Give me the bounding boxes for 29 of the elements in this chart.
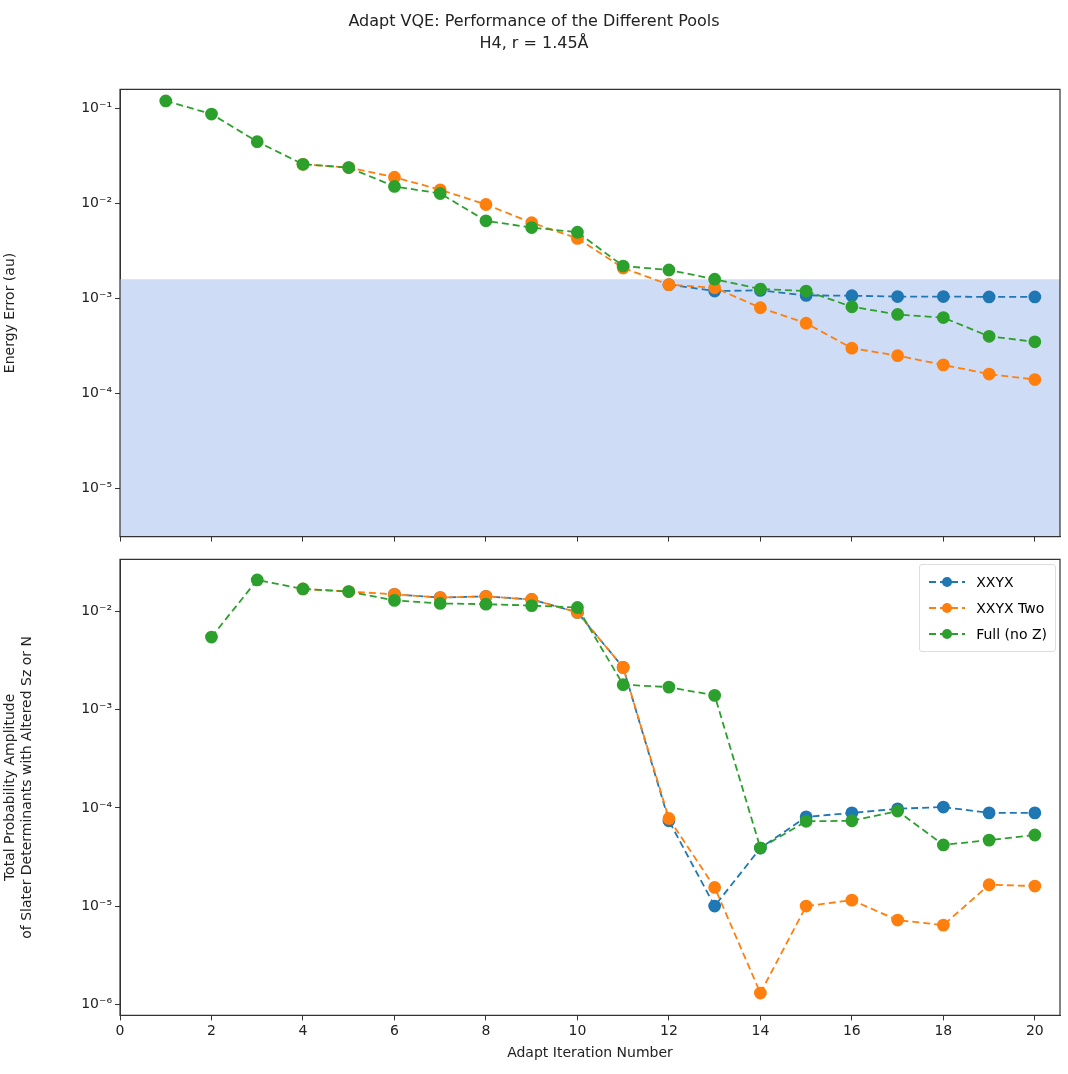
x-tick-label: 20 (1025, 1022, 1044, 1039)
chart-title: Adapt VQE: Performance of the Different Pools (347, 10, 721, 32)
y-tick-label: 10⁻⁶ (81, 994, 113, 1011)
x-tick-label: 6 (389, 1022, 399, 1039)
y-tick-label: 10⁻⁴ (81, 798, 113, 815)
x-tick-label: 2 (207, 1022, 216, 1039)
x-tick-label: 14 (751, 1022, 770, 1039)
y-axis-title: Energy Error (au) (1, 252, 18, 374)
x-tick-label: 16 (842, 1022, 861, 1039)
y-tick-label: 10⁻⁵ (81, 896, 112, 913)
x-tick-label: 4 (298, 1022, 308, 1039)
y-tick-label: 10⁻⁴ (81, 384, 113, 401)
y-tick-label: 10⁻³ (81, 289, 112, 306)
y-axis-title: Total Probability Amplitude of Slater Determinants with Altered Sz or N (1, 636, 34, 939)
legend-label: XXYX Two (976, 600, 1045, 616)
y-tick-label: 10⁻¹ (81, 99, 112, 116)
x-tick-label: 10 (568, 1022, 587, 1039)
y-tick-label: 10⁻² (81, 194, 112, 211)
y-tick-label: 10⁻⁵ (81, 478, 112, 495)
x-tick-label: 0 (115, 1022, 125, 1039)
x-tick-label: 18 (934, 1022, 953, 1039)
chart-subtitle: H4, r = 1.45Å (478, 32, 590, 54)
x-tick-label: 8 (481, 1022, 491, 1039)
x-axis-title: Adapt Iteration Number (507, 1044, 674, 1061)
legend-label: XXYX (976, 574, 1014, 590)
legend-label: Full (no Z) (976, 626, 1047, 642)
y-tick-label: 10⁻³ (81, 700, 112, 717)
x-tick-label: 12 (659, 1022, 678, 1039)
y-tick-label: 10⁻² (81, 602, 112, 619)
